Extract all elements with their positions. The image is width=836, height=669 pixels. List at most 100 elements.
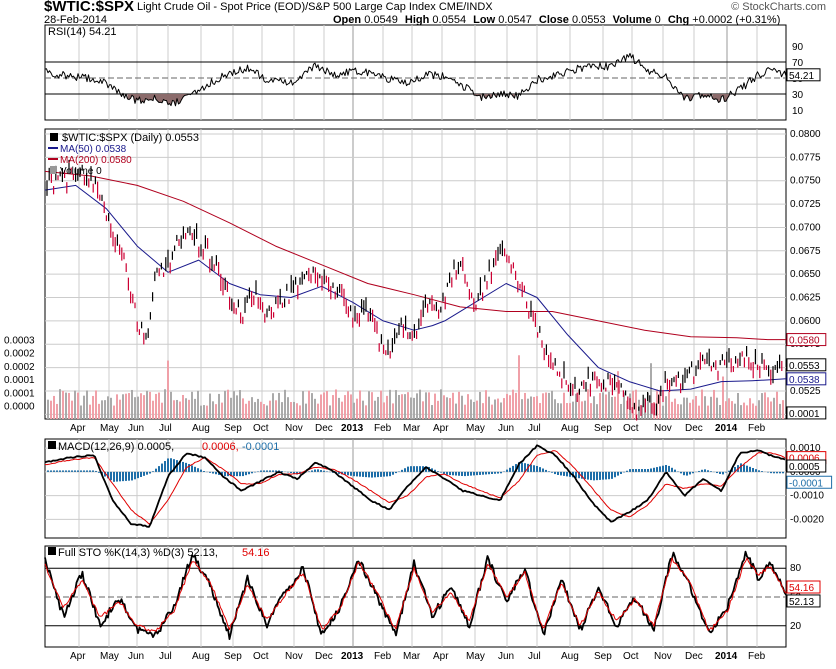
macd-histogram-bar xyxy=(98,471,100,473)
macd-histogram-bar xyxy=(416,466,418,472)
volume-bar xyxy=(317,403,319,419)
volume-bar xyxy=(176,399,178,419)
macd-histogram-bar xyxy=(143,471,145,476)
brand-logo[interactable]: © StockCharts.com xyxy=(731,1,826,13)
volume-bar xyxy=(368,391,370,419)
macd-histogram-bar xyxy=(662,465,664,472)
volume-bar xyxy=(473,401,475,419)
volume-bar xyxy=(248,400,250,419)
ma200-line xyxy=(44,170,786,341)
rsi-y-tick-0: 90 xyxy=(792,42,804,53)
volume-bar xyxy=(482,403,484,419)
macd-histogram-bar xyxy=(524,463,526,472)
volume-bar xyxy=(575,393,577,419)
volume-bar xyxy=(386,395,388,419)
macd-histogram-bar xyxy=(611,471,613,479)
bottom-axis-x-label-7: Nov xyxy=(285,651,303,662)
macd-histogram-bar xyxy=(71,470,73,472)
bottom-axis-x-label-18: Oct xyxy=(623,651,639,662)
macd-histogram-bar xyxy=(452,471,454,476)
macd-histogram-bar xyxy=(470,471,472,476)
macd-histogram-bar xyxy=(689,471,691,475)
volume-bar xyxy=(437,400,439,419)
macd-histogram-bar xyxy=(386,471,388,477)
volume-bar xyxy=(113,405,115,419)
macd-histogram-bar xyxy=(638,469,640,472)
volume-legend-swatch xyxy=(50,166,56,174)
macd-histogram-bar xyxy=(95,470,97,472)
volume-bar xyxy=(269,400,271,419)
volume-bar xyxy=(80,405,82,419)
macd-histogram-bar xyxy=(506,469,508,472)
macd-histogram-bar xyxy=(140,471,142,477)
volume-bar xyxy=(503,398,505,419)
volume-bar xyxy=(350,394,352,419)
volume-bar xyxy=(530,396,532,419)
volume-bar xyxy=(605,394,607,419)
macd-histogram-bar xyxy=(311,470,313,472)
bottom-axis-x-label-0: Apr xyxy=(70,651,86,662)
volume-bar xyxy=(689,402,691,419)
macd-histogram-bar xyxy=(155,468,157,472)
volume-bar xyxy=(338,397,340,419)
ma50-line xyxy=(44,184,787,392)
macd-histogram-bar xyxy=(581,471,583,479)
macd-histogram-bar xyxy=(338,471,340,474)
macd-histogram-bar xyxy=(68,470,70,472)
price-last-value-box xyxy=(786,358,827,372)
macd-histogram-bar xyxy=(590,471,592,481)
top-axis-x-label-13: May xyxy=(466,423,485,434)
macd-histogram-bar xyxy=(371,471,373,478)
volume-bar xyxy=(497,398,499,419)
change-value: +0.0002 (+0.31%) xyxy=(692,14,781,26)
volume-bar xyxy=(668,391,670,419)
volume-bar xyxy=(713,389,715,419)
volume-bar xyxy=(131,389,133,419)
volume-bar xyxy=(149,391,151,419)
volume-bar xyxy=(428,392,430,419)
macd-histogram-bar xyxy=(365,471,367,478)
bottom-axis-x-label-6: Oct xyxy=(253,651,269,662)
top-axis-x-label-17: Sep xyxy=(594,423,612,434)
macd-histogram-bar xyxy=(464,471,466,477)
volume-bar xyxy=(227,389,229,419)
volume-bar xyxy=(650,363,652,419)
macd-histogram-bar xyxy=(194,466,196,472)
macd-histogram-bar xyxy=(248,471,250,475)
volume-bar xyxy=(617,371,619,419)
volume-bar xyxy=(578,389,580,419)
macd-histogram-bar xyxy=(722,471,724,475)
volume-bar xyxy=(773,397,775,419)
top-axis-x-label-20: Dec xyxy=(685,423,703,434)
rsi-y-tick-4: 10 xyxy=(792,106,804,117)
ohlc-summary: Open 0.0549 High 0.0554 Low 0.0547 Close… xyxy=(333,14,784,26)
macd-histogram-bar xyxy=(83,470,85,472)
volume-bar xyxy=(125,393,127,419)
volume-bar xyxy=(296,403,298,419)
volume-bar xyxy=(401,394,403,419)
volume-bar xyxy=(65,392,67,419)
top-axis-x-label-16: Aug xyxy=(561,423,579,434)
macd-histogram-bar xyxy=(359,471,361,477)
macd-histogram-bar xyxy=(626,470,628,472)
volume-bar xyxy=(422,401,424,419)
volume-bar xyxy=(239,390,241,419)
macd-histogram-bar xyxy=(656,467,658,472)
top-axis-x-label-1: May xyxy=(100,423,119,434)
volume-bar xyxy=(206,405,208,419)
macd-histogram-bar xyxy=(719,471,721,474)
volume-bar xyxy=(545,392,547,419)
bottom-axis-x-label-3: Jul xyxy=(159,651,172,662)
macd-histogram-bar xyxy=(164,461,166,472)
macd-histogram-bar xyxy=(536,465,538,472)
volume-bar xyxy=(383,402,385,419)
volume-bar xyxy=(170,391,172,419)
top-axis-x-label-18: Oct xyxy=(623,423,639,434)
volume-bar xyxy=(746,405,748,419)
macd-histogram-bar xyxy=(149,471,151,474)
price-y-tick-7: 0.0625 xyxy=(790,293,821,304)
volume-bar xyxy=(728,398,730,419)
macd-histogram-bar xyxy=(446,471,448,475)
macd-histogram-bar xyxy=(770,471,772,474)
macd-histogram-bar xyxy=(314,469,316,472)
